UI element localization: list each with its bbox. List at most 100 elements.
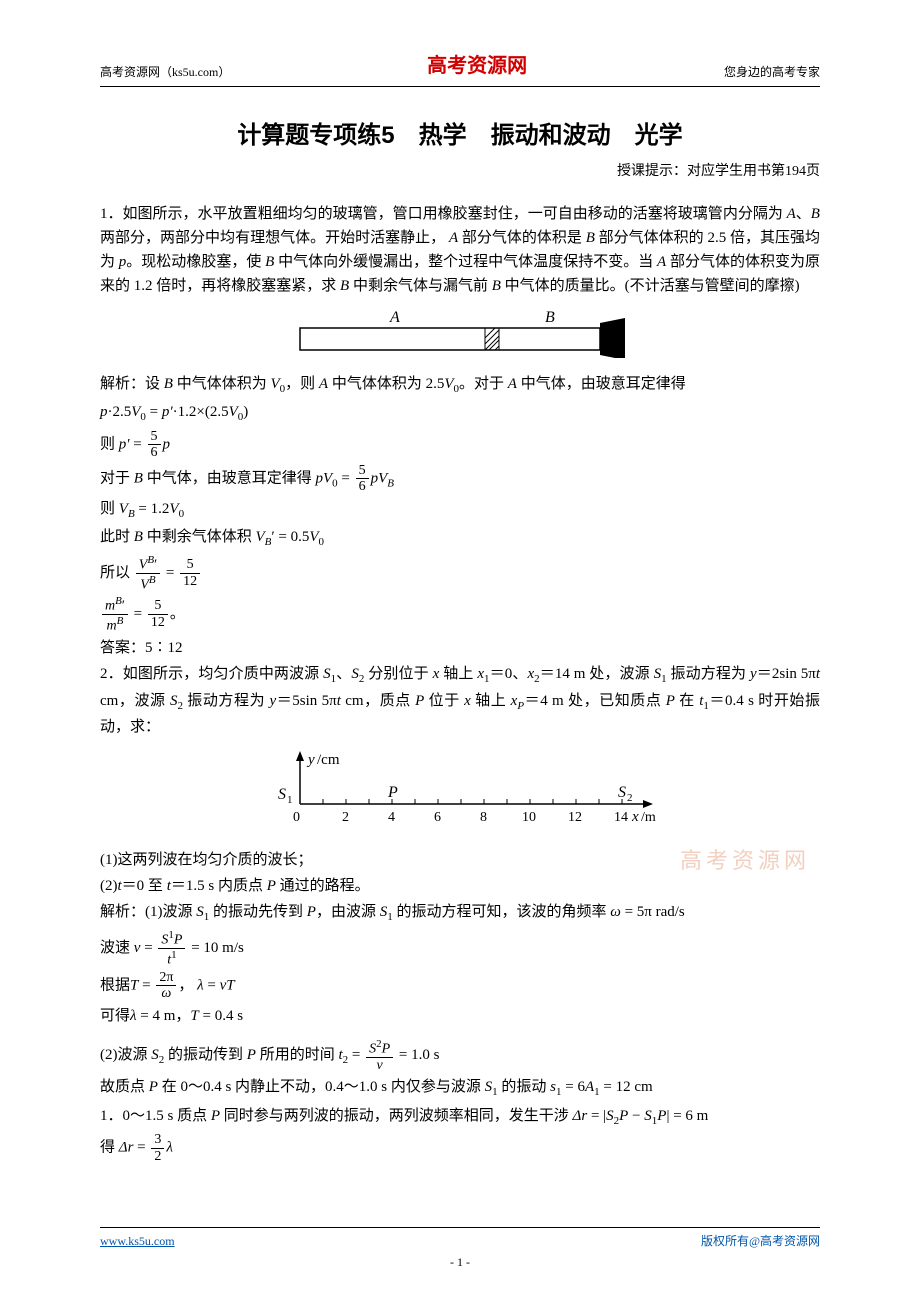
s2vT: vT bbox=[220, 977, 235, 993]
s1-B: B bbox=[164, 376, 173, 392]
f2d: 6 bbox=[356, 479, 369, 494]
q2p2b: ＝0 至 bbox=[122, 878, 167, 894]
f4n: 5 bbox=[180, 557, 200, 573]
f3d: V bbox=[140, 577, 149, 592]
f1n: 5 bbox=[148, 429, 161, 445]
s2s1a: (1)波源 bbox=[145, 904, 193, 920]
q2p2a: (2) bbox=[100, 878, 118, 894]
s5a: 此时 bbox=[100, 529, 130, 545]
frac-S1P-t1: S1P t1 bbox=[158, 929, 185, 968]
s4V0: V bbox=[169, 501, 178, 517]
s2P2: P bbox=[247, 1047, 256, 1063]
f5d2: B bbox=[117, 615, 124, 627]
frac-5-6b: 56 bbox=[356, 463, 369, 495]
s2s6c: 的振动 bbox=[501, 1079, 546, 1095]
q2t11: ＝5sin 5π bbox=[276, 693, 337, 709]
tick-0: 0 bbox=[293, 810, 300, 825]
s2d: p bbox=[163, 436, 171, 452]
s2b: p′ bbox=[119, 436, 130, 452]
frac-2pi-omega: 2πω bbox=[156, 970, 176, 1002]
tick-8: 8 bbox=[480, 810, 487, 825]
q1-B5: B bbox=[492, 278, 501, 294]
f3n3: ′ bbox=[154, 557, 157, 572]
sol2-label: 解析： bbox=[100, 904, 145, 920]
s2S2P: S bbox=[606, 1108, 614, 1124]
s5V0s: 0 bbox=[319, 536, 325, 548]
eq1b: ·2.5 bbox=[108, 404, 132, 420]
s1-f: 中气体，由玻意耳定律得 bbox=[521, 376, 686, 392]
fig2-S2s: 2 bbox=[627, 792, 633, 804]
solution-1: 解析：设 B 中气体体积为 V0，则 A 中气体体积为 2.5V0。对于 A 中… bbox=[100, 372, 820, 660]
page-title: 计算题专项练5 热学 振动和波动 光学 bbox=[100, 117, 820, 155]
frac-VB-ratio: VB′ VB bbox=[136, 554, 160, 593]
f9n: 3 bbox=[151, 1132, 164, 1148]
frac-5-12: 512 bbox=[180, 557, 200, 589]
fig2-xlabel-m: /m bbox=[641, 810, 656, 825]
s3B: B bbox=[134, 470, 143, 486]
tick-14: 14 bbox=[614, 810, 628, 825]
s2s7d: − bbox=[628, 1108, 644, 1124]
f6d2: 1 bbox=[171, 949, 177, 961]
s7b: 。 bbox=[170, 606, 185, 622]
q2tt1: t bbox=[816, 666, 820, 682]
eq1f: ) bbox=[243, 404, 248, 420]
q2t15: ＝4 m 处，已知质点 bbox=[524, 693, 661, 709]
q2S1sb: 1 bbox=[661, 673, 667, 685]
f5n3: ′ bbox=[122, 598, 125, 613]
q1-t6: 中气体向外缓慢漏出，整个过程中气体温度保持不变。当 bbox=[278, 254, 653, 270]
s5c: ′ = 0.5 bbox=[271, 529, 309, 545]
figure-2-axis: y /cm 0 2 bbox=[100, 749, 820, 834]
eq1d: p′ bbox=[162, 404, 173, 420]
s2s2c: = 10 m/s bbox=[191, 940, 244, 956]
q1-B1: B bbox=[811, 206, 820, 222]
q2x: x bbox=[433, 666, 440, 682]
s4b: = 1.2 bbox=[135, 501, 170, 517]
q1-A2: A bbox=[449, 230, 458, 246]
s2s3b: = bbox=[138, 977, 154, 993]
q2t3: 分别位于 bbox=[368, 666, 428, 682]
s2s5a: (2)波源 bbox=[100, 1047, 148, 1063]
question-1: 1．如图所示，水平放置粗细均匀的玻璃管，管口用橡胶塞封住，一可自由移动的活塞将玻… bbox=[100, 202, 820, 298]
f5n2: B bbox=[115, 595, 122, 607]
s2om: ω bbox=[610, 904, 621, 920]
figure-1-tube: A B bbox=[100, 308, 820, 358]
q2p2c: ＝1.5 s 内质点 bbox=[171, 878, 263, 894]
q2-part1: (1)这两列波在均匀介质的波长； bbox=[100, 848, 820, 872]
s2s8b: = bbox=[133, 1140, 149, 1156]
q2t10: 振动方程为 bbox=[187, 693, 265, 709]
f4db: 12 bbox=[148, 615, 168, 630]
page-footer: www.ks5u.com 版权所有@高考资源网 - 1 - bbox=[100, 1227, 820, 1272]
footer-copyright: 版权所有@高考资源网 bbox=[701, 1232, 820, 1251]
s3b: 中气体，由玻意耳定律得 bbox=[147, 470, 312, 486]
tube-svg: A B bbox=[280, 308, 640, 358]
page-header: 高考资源网（ks5u.com） 高考资源网 您身边的高考专家 bbox=[100, 50, 820, 87]
s2S2Pp: P bbox=[619, 1108, 628, 1124]
q1-num: 1． bbox=[100, 206, 123, 222]
f1d: 6 bbox=[148, 445, 161, 460]
s3c: = bbox=[338, 470, 354, 486]
s2s6b: 在 0～0.4 s 内静止不动，0.4～1.0 s 内仅参与波源 bbox=[162, 1079, 481, 1095]
q2x1: x bbox=[477, 666, 484, 682]
s2s5c: 所用的时间 bbox=[260, 1047, 335, 1063]
s2A1: A bbox=[585, 1079, 594, 1095]
fig2-xlabel-x: x bbox=[631, 809, 639, 825]
s1-V0: V bbox=[270, 376, 279, 392]
s3pVBs: B bbox=[387, 477, 394, 489]
q2t7: 振动方程为 bbox=[671, 666, 747, 682]
s2s4c: = 0.4 s bbox=[199, 1008, 243, 1024]
footer-url[interactable]: www.ks5u.com bbox=[100, 1232, 175, 1251]
s2s1e: = 5π rad/s bbox=[621, 904, 685, 920]
s2s3d: = bbox=[204, 977, 220, 993]
q1-t9: 中气体的质量比。(不计活塞与管壁间的摩擦) bbox=[505, 278, 800, 294]
fig2-S1s: 1 bbox=[287, 794, 293, 806]
f4nb: 5 bbox=[148, 598, 168, 614]
s7a: = bbox=[134, 606, 146, 622]
tick-4: 4 bbox=[388, 810, 395, 825]
f7n: 2π bbox=[156, 970, 176, 986]
q2S1: S bbox=[323, 666, 331, 682]
s2P: P bbox=[307, 904, 316, 920]
s2a: 则 bbox=[100, 436, 119, 452]
q2t2: 、 bbox=[336, 666, 351, 682]
q2P: P bbox=[415, 693, 424, 709]
header-left: 高考资源网（ks5u.com） bbox=[100, 63, 230, 82]
